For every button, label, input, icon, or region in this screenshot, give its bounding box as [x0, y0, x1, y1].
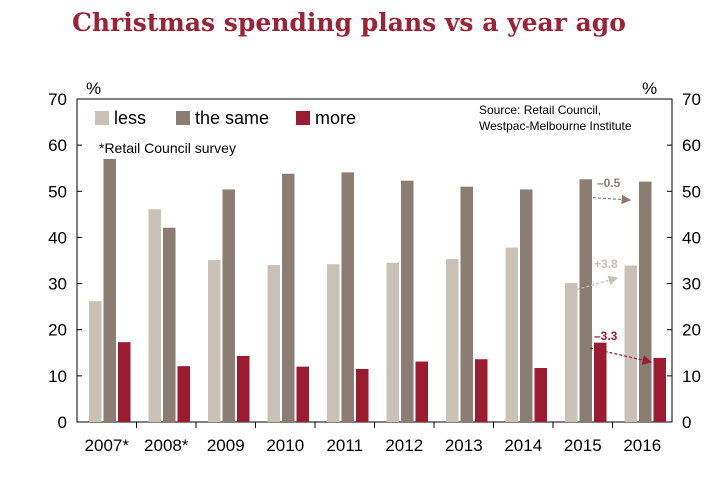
x-tick-label: 2012: [385, 436, 423, 455]
bar-the-same-2009: [222, 189, 235, 422]
annotation-more: –3.3: [589, 329, 653, 365]
annotation-same: –0.5: [582, 176, 632, 205]
bar-more-2014: [534, 368, 547, 422]
bar-more-2010: [296, 366, 309, 422]
x-tick-label: 2013: [445, 436, 483, 455]
y-tick-right-label: 30: [682, 275, 701, 294]
y-unit-right: %: [642, 79, 657, 98]
x-tick-label: 2014: [504, 436, 542, 455]
y-tick-left-label: 40: [48, 228, 67, 247]
bar-more-2007: [118, 342, 131, 422]
bar-less-2009: [208, 260, 221, 422]
legend-swatch-more: [296, 111, 310, 125]
footnote: *Retail Council survey: [99, 140, 236, 156]
annotation-arrow-less: [571, 275, 619, 292]
x-tick-label: 2007*: [85, 436, 130, 455]
bar-less-2011: [327, 264, 340, 422]
bar-more-2011: [356, 368, 369, 422]
annotation-less: +3.8: [571, 257, 619, 292]
legend-swatch-the-same: [176, 111, 190, 125]
bar-less-2010: [267, 265, 280, 422]
bar-less-2016: [624, 265, 637, 422]
bar-more-2015: [594, 342, 607, 422]
bar-more-2013: [475, 359, 488, 422]
y-tick-left-label: 70: [48, 90, 67, 109]
bar-more-2012: [415, 361, 428, 422]
annotation-label-less: +3.8: [594, 257, 618, 271]
bar-less-2013: [446, 259, 459, 422]
y-tick-right-label: 50: [682, 182, 701, 201]
bar-the-same-2013: [460, 186, 473, 422]
legend-label-more: more: [315, 108, 356, 128]
y-tick-left-label: 50: [48, 182, 67, 201]
x-tick-label: 2010: [266, 436, 304, 455]
y-tick-left-label: 10: [48, 367, 67, 386]
legend-label-less: less: [114, 108, 146, 128]
x-tick-label: 2016: [623, 436, 661, 455]
y-unit-left: %: [86, 79, 101, 98]
bar-the-same-2012: [401, 180, 414, 422]
y-tick-left-label: 30: [48, 275, 67, 294]
bar-the-same-2014: [520, 189, 533, 422]
bar-more-2016: [653, 357, 666, 422]
legend-label-the-same: the same: [195, 108, 269, 128]
x-tick-label: 2009: [207, 436, 245, 455]
bar-less-2015: [565, 283, 578, 422]
source-line-2: Westpac-Melbourne Institute: [479, 119, 632, 133]
annotation-arrow-more: [589, 347, 653, 365]
y-tick-right-label: 10: [682, 367, 701, 386]
y-tick-left-label: 60: [48, 136, 67, 155]
y-tick-right-label: 40: [682, 228, 701, 247]
y-tick-left-label: 0: [58, 413, 67, 432]
legend-swatch-less: [95, 111, 109, 125]
legend: less the same more: [95, 108, 356, 128]
x-tick-label: 2008*: [144, 436, 189, 455]
y-tick-right-label: 70: [682, 90, 701, 109]
bar-less-2008: [148, 209, 161, 422]
y-tick-right-label: 20: [682, 321, 701, 340]
bar-the-same-2015: [579, 179, 592, 422]
bar-less-2012: [386, 262, 399, 422]
bar-the-same-2011: [341, 172, 354, 422]
bar-the-same-2007: [103, 158, 116, 422]
bar-more-2009: [237, 356, 250, 422]
annotation-arrow-same: [582, 194, 632, 205]
x-tick-label: 2011: [326, 436, 363, 455]
bar-less-2014: [505, 247, 518, 422]
bar-the-same-2010: [282, 173, 295, 422]
y-tick-right-label: 60: [682, 136, 701, 155]
bar-less-2007: [89, 301, 102, 422]
annotation-label-same: –0.5: [597, 176, 621, 190]
x-tick-label: 2015: [564, 436, 602, 455]
y-tick-right-label: 0: [682, 413, 691, 432]
bar-the-same-2016: [639, 181, 652, 422]
annotation-label-more: –3.3: [594, 329, 618, 343]
chart-title: Christmas spending plans vs a year ago: [72, 8, 626, 37]
y-tick-left-label: 20: [48, 321, 67, 340]
source-line-1: Source: Retail Council,: [479, 103, 601, 117]
bar-more-2008: [177, 366, 190, 422]
bar-the-same-2008: [163, 227, 176, 422]
